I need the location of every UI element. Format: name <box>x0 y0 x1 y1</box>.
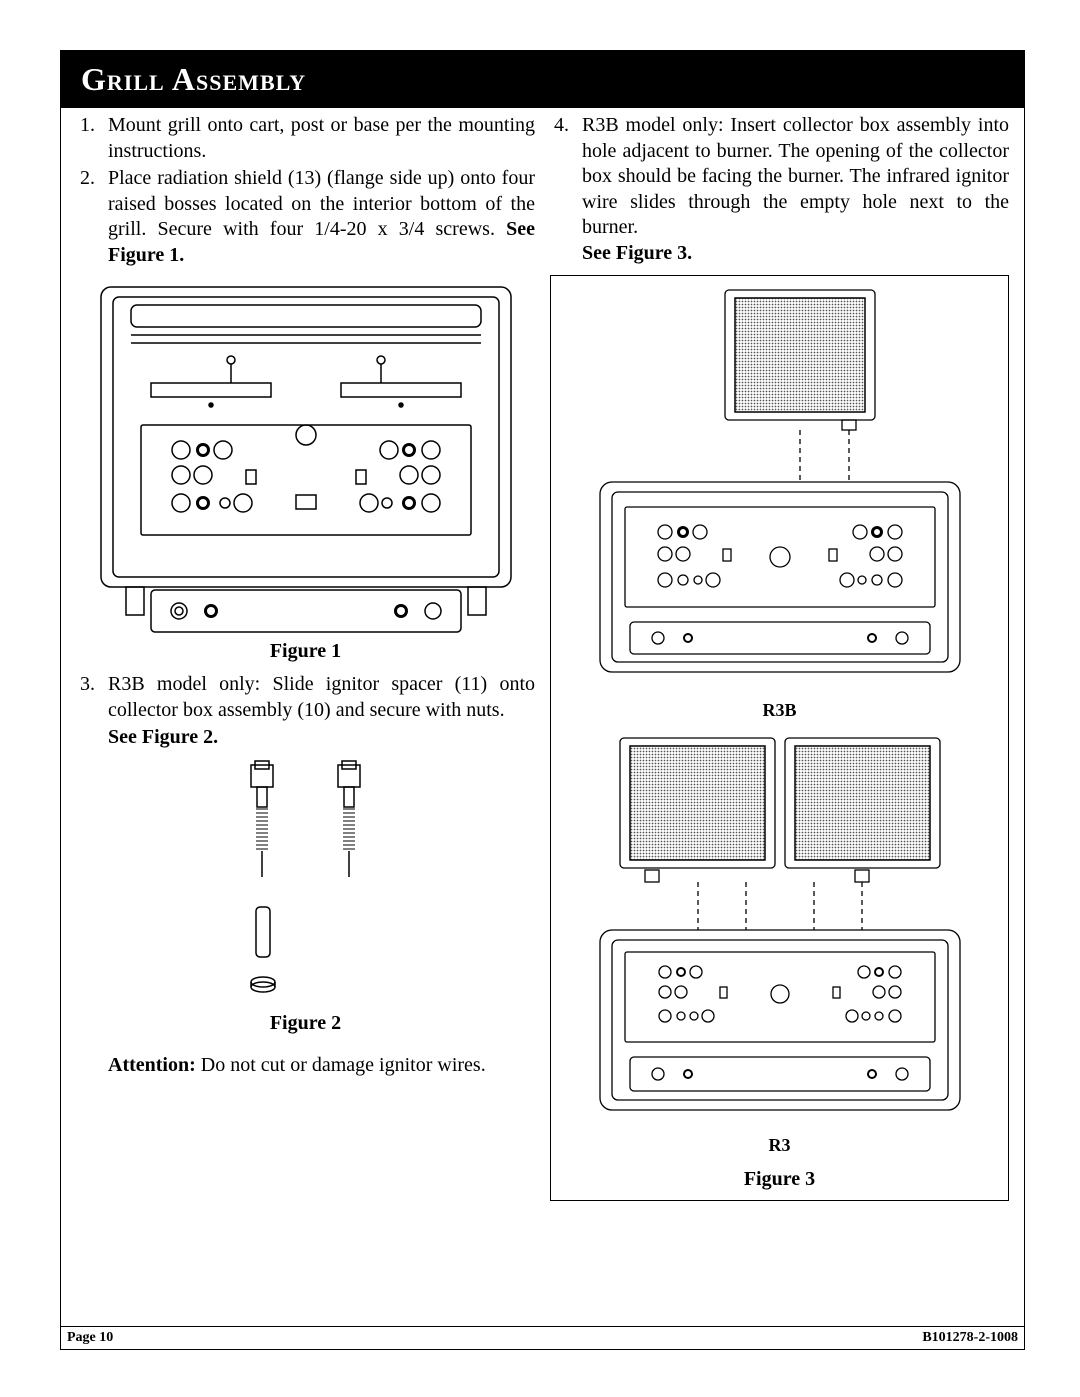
page-footer: Page 10 B101278-2-1008 <box>61 1326 1024 1349</box>
figure-2-diagram <box>206 757 406 1007</box>
footer-page-number: Page 10 <box>67 1330 113 1346</box>
figure-1-caption: Figure 1 <box>76 639 535 665</box>
two-column-content: Mount grill onto cart, post or base per … <box>61 108 1024 1201</box>
step-1-text: Mount grill onto cart, post or base per … <box>108 114 535 162</box>
manual-page: Grill Assembly Mount grill onto cart, po… <box>60 50 1025 1350</box>
see-figure-3: See Figure 3. <box>550 241 1009 267</box>
section-title: Grill Assembly <box>81 61 306 97</box>
step-4: 4. R3B model only: Insert collector box … <box>550 113 1009 241</box>
right-column: 4. R3B model only: Insert collector box … <box>550 113 1009 1201</box>
instruction-list-left: Mount grill onto cart, post or base per … <box>76 113 535 269</box>
step-4-text: R3B model only: Insert collector box ass… <box>582 114 1009 238</box>
figure-3-label-r3b: R3B <box>551 699 1008 722</box>
step-1: Mount grill onto cart, post or base per … <box>76 113 535 164</box>
step-4-number: 4. <box>554 113 569 139</box>
section-header: Grill Assembly <box>61 51 1024 108</box>
see-figure-2: See Figure 2. <box>76 725 535 751</box>
instruction-list-left-2: R3B model only: Slide ignitor spacer (11… <box>76 672 535 723</box>
figure-1-diagram <box>91 275 521 635</box>
step-3-text: R3B model only: Slide ignitor spacer (11… <box>108 673 535 721</box>
footer-doc-number: B101278-2-1008 <box>922 1330 1018 1346</box>
figure-3-box: R3B <box>550 275 1009 1202</box>
left-column: Mount grill onto cart, post or base per … <box>76 113 535 1201</box>
figure-3-r3-diagram <box>570 732 990 1132</box>
step-2-text: Place radiation shield (13) (flange side… <box>108 167 535 240</box>
figure-3-caption: Figure 3 <box>551 1167 1008 1193</box>
figure-2-caption: Figure 2 <box>76 1011 535 1037</box>
attention-note: Attention: Do not cut or damage ignitor … <box>76 1053 535 1079</box>
step-2: Place radiation shield (13) (flange side… <box>76 166 535 268</box>
figure-3-r3b-diagram <box>570 282 990 697</box>
attention-label: Attention: <box>108 1054 196 1076</box>
step-3: R3B model only: Slide ignitor spacer (11… <box>76 672 535 723</box>
figure-3-label-r3: R3 <box>551 1134 1008 1157</box>
attention-text: Do not cut or damage ignitor wires. <box>196 1054 486 1076</box>
